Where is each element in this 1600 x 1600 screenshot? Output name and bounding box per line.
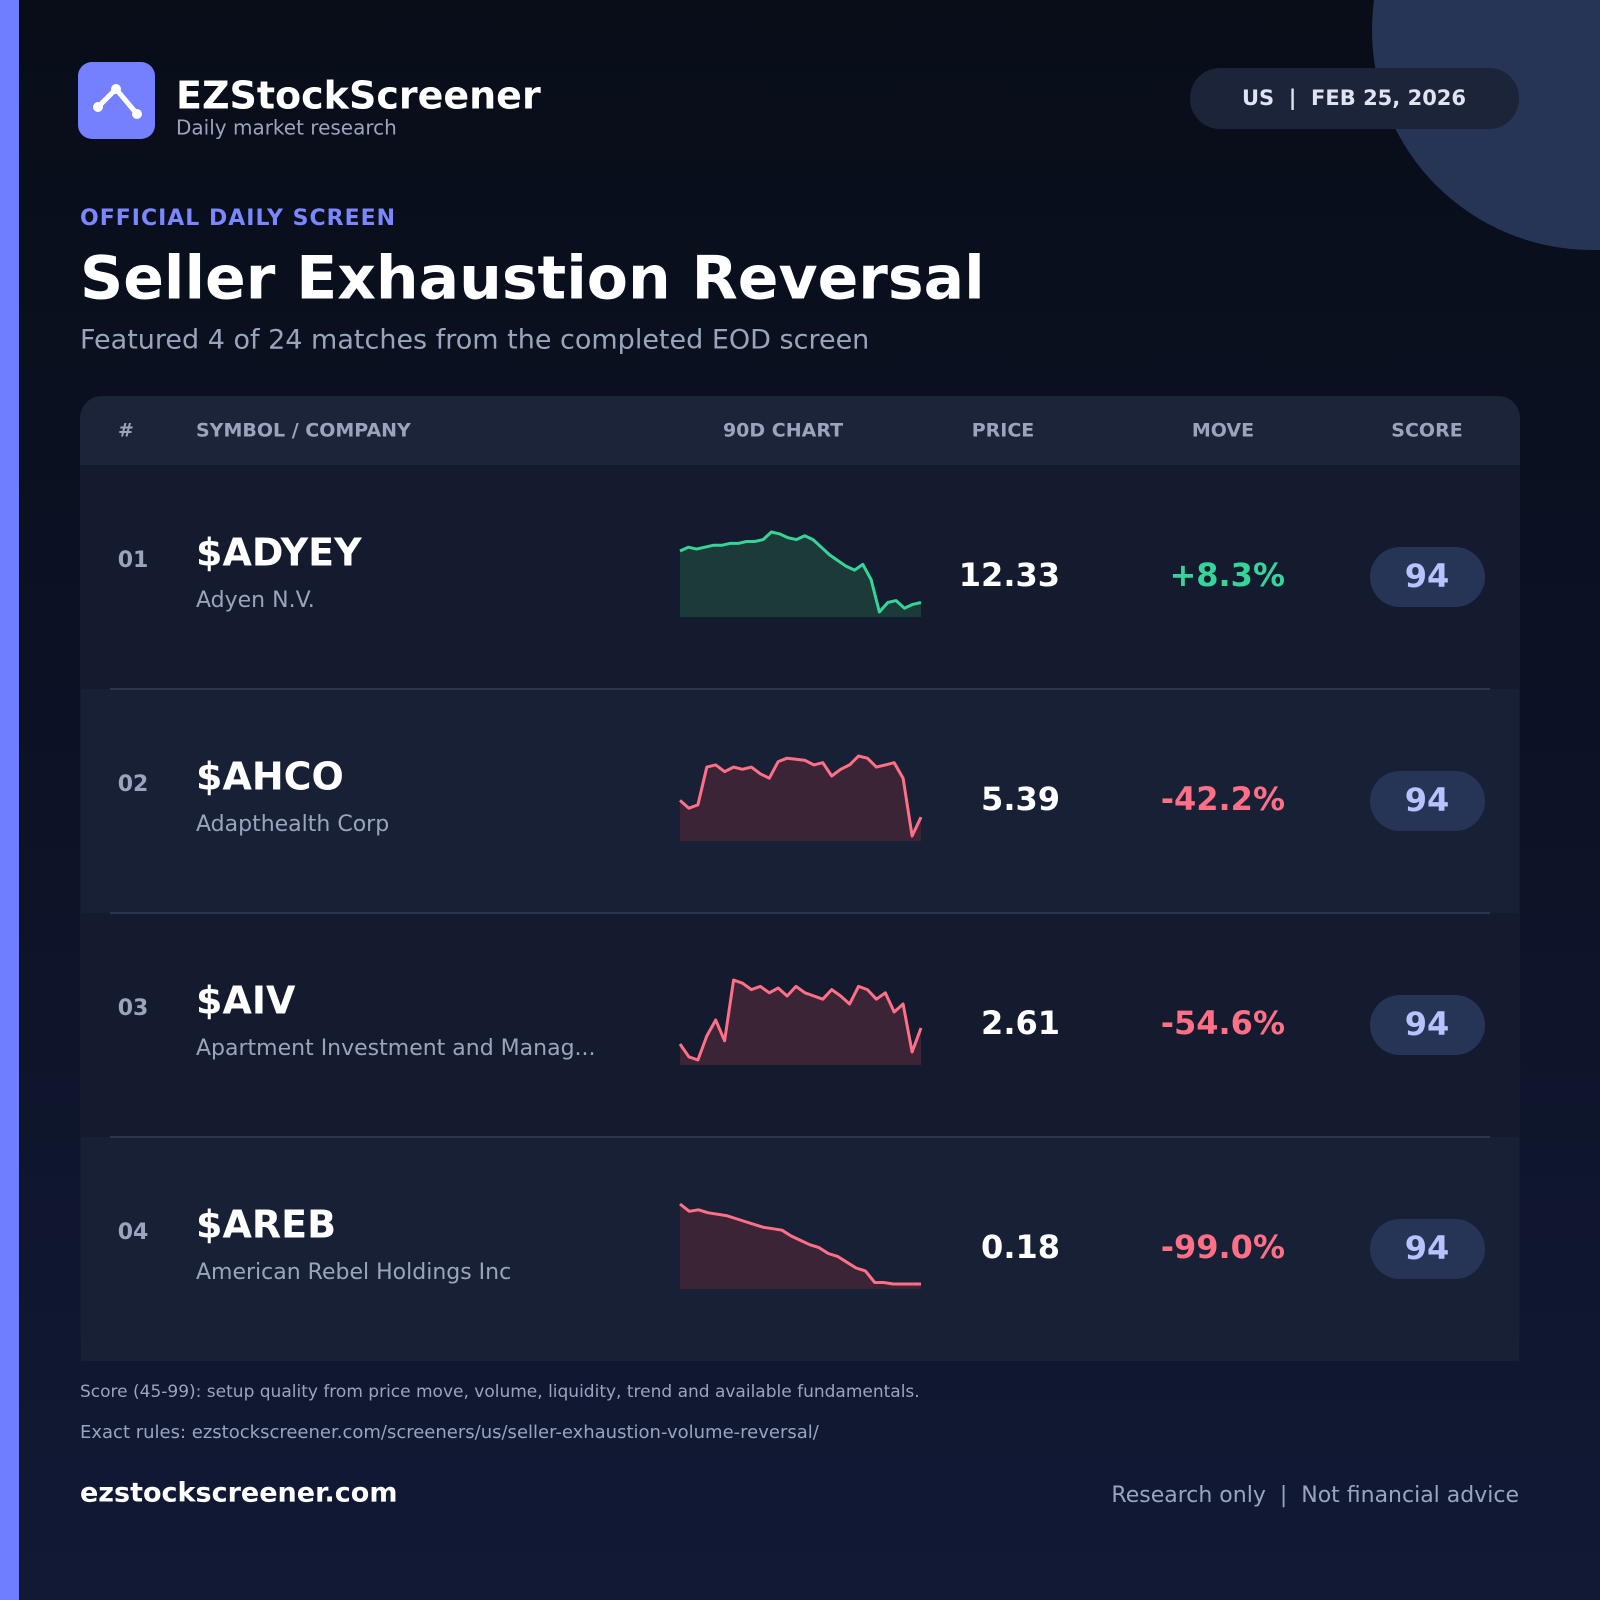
move: -54.6% (1161, 1004, 1285, 1042)
score-pill (1370, 995, 1485, 1055)
date-pill (1190, 68, 1519, 129)
rank: 04 (118, 1220, 149, 1245)
score-pill (1370, 771, 1485, 831)
sparkline (679, 754, 923, 838)
score: 94 (1405, 1005, 1450, 1043)
move: -99.0% (1161, 1228, 1285, 1266)
sparkline-area (680, 1204, 921, 1289)
score-pill (1370, 1219, 1485, 1279)
sparkline (679, 530, 922, 614)
company: Adapthealth Corp (196, 812, 389, 837)
price: 5.39 (981, 780, 1060, 818)
sparkline (679, 1202, 921, 1286)
sparkline-area (680, 532, 921, 617)
symbol: $AHCO (196, 755, 344, 799)
brand-tagline: Daily market research (176, 116, 397, 140)
logo-dot (132, 109, 142, 119)
column-header: # (118, 420, 134, 442)
footer-site: ezstockscreener.com (80, 1478, 397, 1509)
eyebrow: OFFICIAL DAILY SCREEN (80, 206, 396, 231)
column-header: SCORE (1391, 420, 1462, 442)
score: 94 (1405, 781, 1450, 819)
sparkline-area (680, 756, 921, 841)
brand-name: EZStockScreener (176, 74, 541, 118)
symbol: $ADYEY (196, 531, 362, 575)
rank: 03 (118, 996, 149, 1021)
note: Score (45-99): setup quality from price … (80, 1382, 920, 1402)
price: 0.18 (981, 1228, 1060, 1266)
note: Exact rules: ezstockscreener.com/screene… (80, 1422, 820, 1443)
logo-dot (93, 102, 103, 112)
move: +8.3% (1169, 556, 1285, 594)
symbol: $AIV (196, 979, 296, 1023)
accent-bar (0, 0, 19, 1600)
logo-dot (111, 84, 121, 94)
market-date: US | FEB 25, 2026 (1242, 86, 1466, 111)
sparkline-area (680, 980, 921, 1065)
score-pill (1370, 547, 1485, 607)
score: 94 (1405, 1229, 1450, 1267)
symbol: $AREB (196, 1203, 336, 1247)
rank: 01 (118, 548, 149, 573)
sparkline (678, 978, 923, 1062)
score: 94 (1405, 557, 1450, 595)
column-header: SYMBOL / COMPANY (196, 420, 411, 442)
rows: # SYMBOL / COMPANY 90D CHART PRICE MOVE SCORE… (81, 420, 1519, 1361)
move: -42.2% (1161, 780, 1285, 818)
column-header: 90D CHART (723, 420, 843, 442)
column-header: PRICE (972, 420, 1035, 442)
logo (78, 62, 155, 139)
company: Apartment Investment and Manag... (196, 1036, 596, 1061)
table-header (80, 396, 1520, 465)
price: 12.33 (959, 556, 1060, 594)
subtitle: Featured 4 of 24 matches from the comple… (80, 325, 869, 356)
price: 2.61 (981, 1004, 1060, 1042)
column-header: MOVE (1192, 420, 1254, 442)
title: Seller Exhaustion Reversal (80, 244, 985, 314)
footer-disclaimer: Research only | Not financial advice (1111, 1483, 1519, 1508)
company: Adyen N.V. (196, 588, 315, 613)
rank: 02 (118, 772, 149, 797)
company: American Rebel Holdings Inc (196, 1260, 511, 1285)
